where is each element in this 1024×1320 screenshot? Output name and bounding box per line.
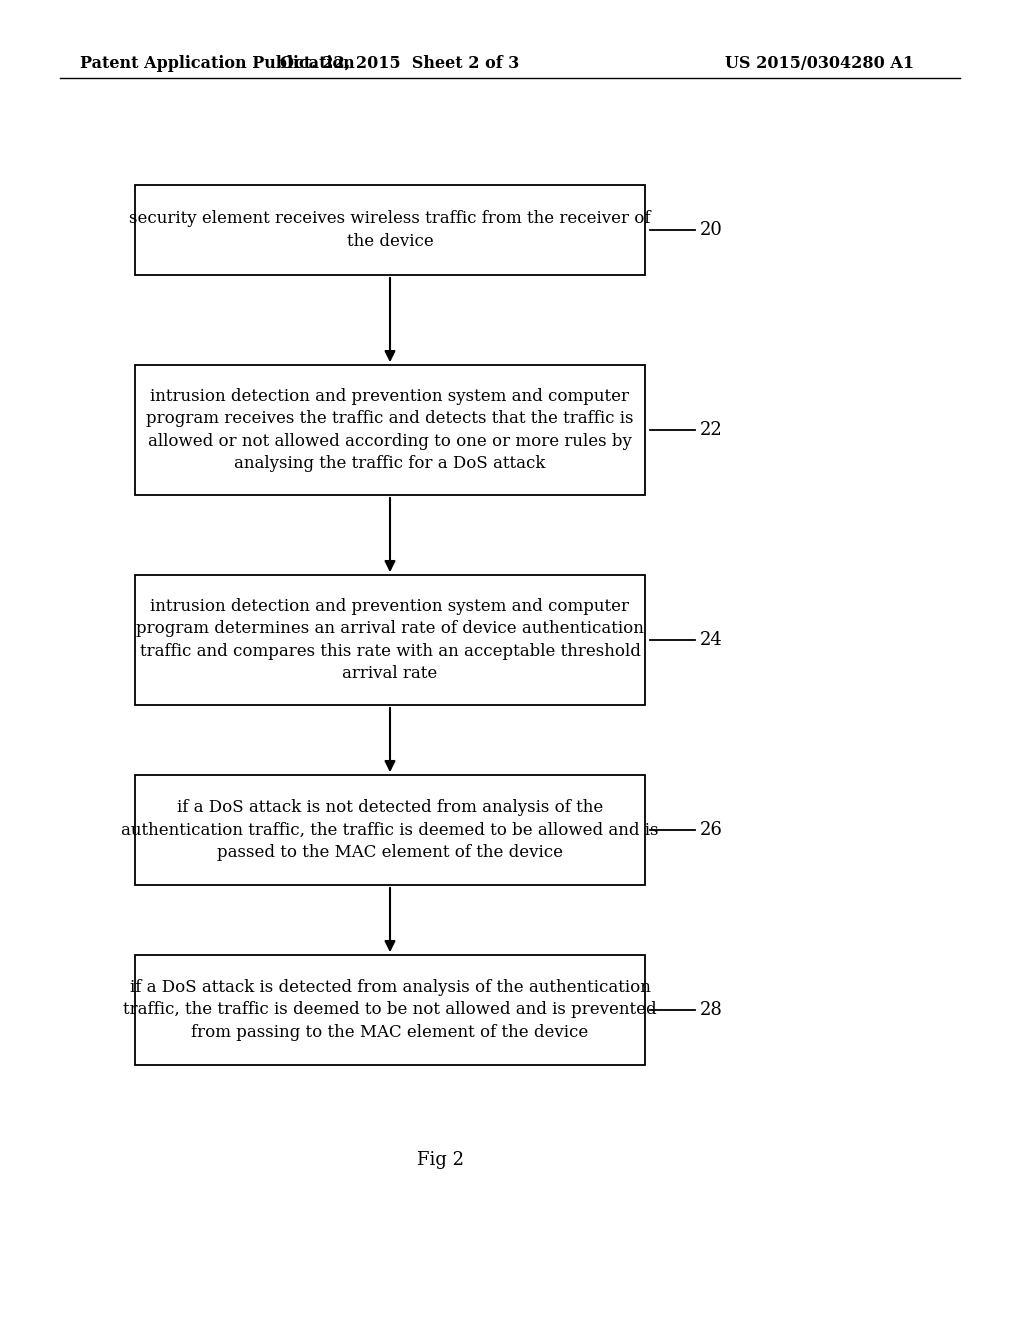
Text: intrusion detection and prevention system and computer
program receives the traf: intrusion detection and prevention syste… <box>146 388 634 471</box>
Text: US 2015/0304280 A1: US 2015/0304280 A1 <box>725 55 914 73</box>
Text: Fig 2: Fig 2 <box>417 1151 464 1170</box>
Bar <box>135 576 645 705</box>
Bar <box>135 954 645 1065</box>
Text: 20: 20 <box>700 220 723 239</box>
Bar <box>135 775 645 884</box>
Text: Oct. 22, 2015  Sheet 2 of 3: Oct. 22, 2015 Sheet 2 of 3 <box>281 55 519 73</box>
Text: intrusion detection and prevention system and computer
program determines an arr: intrusion detection and prevention syste… <box>136 598 644 682</box>
Text: security element receives wireless traffic from the receiver of
the device: security element receives wireless traff… <box>129 210 650 249</box>
Text: 28: 28 <box>700 1001 723 1019</box>
Text: 22: 22 <box>700 421 723 440</box>
Text: 24: 24 <box>700 631 723 649</box>
Bar <box>135 366 645 495</box>
Bar <box>135 185 645 275</box>
Text: Patent Application Publication: Patent Application Publication <box>80 55 354 73</box>
Text: if a DoS attack is detected from analysis of the authentication
traffic, the tra: if a DoS attack is detected from analysi… <box>123 979 656 1040</box>
Text: if a DoS attack is not detected from analysis of the
authentication traffic, the: if a DoS attack is not detected from ana… <box>121 800 658 861</box>
Text: 26: 26 <box>700 821 723 840</box>
